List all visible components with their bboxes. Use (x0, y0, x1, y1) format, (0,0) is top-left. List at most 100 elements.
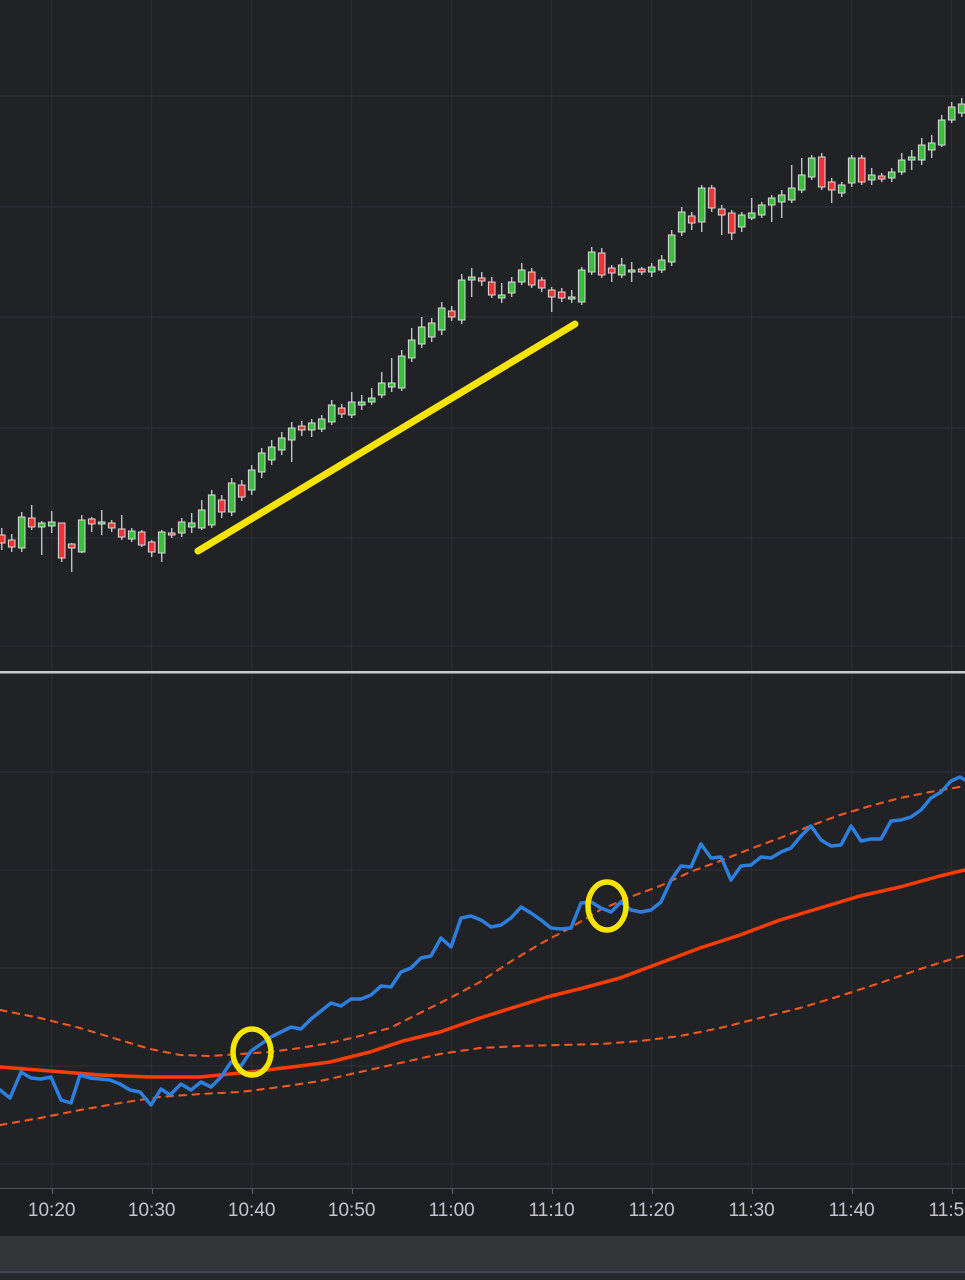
candle-body (907, 156, 916, 161)
candle-body (237, 484, 246, 498)
candle-body (157, 531, 166, 554)
candle-body (697, 187, 706, 223)
candle-body (67, 543, 76, 549)
time-label: 11:30 (728, 1200, 775, 1221)
candle-body (97, 521, 106, 525)
candle-body (147, 541, 156, 553)
candle-body (847, 157, 856, 184)
time-axis-tick (251, 1189, 253, 1194)
candle-body (247, 469, 256, 491)
time-label: 11:40 (828, 1200, 875, 1221)
candle-body (277, 437, 286, 451)
candle-body (867, 174, 876, 181)
time-axis[interactable]: 10:20 10:30 10:40 10:50 11:00 11:10 11:2… (0, 1188, 965, 1236)
candle-body (937, 119, 946, 146)
candle-body (87, 518, 96, 525)
candle-body (667, 234, 676, 263)
candle-body (727, 212, 736, 234)
candle-body (587, 251, 596, 273)
candle-body (0, 534, 6, 544)
time-axis-tick (151, 1189, 153, 1194)
candle-body (307, 422, 316, 431)
candle-body (457, 279, 466, 321)
candle-body (167, 532, 176, 536)
candle-body (737, 214, 746, 228)
time-axis-tick (451, 1189, 453, 1194)
chart-background (0, 0, 965, 1188)
candle-body (57, 522, 66, 559)
candle-body (537, 279, 546, 289)
candle-body (287, 427, 296, 441)
candle-body (827, 181, 836, 191)
candle-body (47, 521, 56, 527)
candle-body (707, 187, 716, 209)
candle-body (497, 294, 506, 299)
candle-body (817, 156, 826, 188)
candle-body (387, 382, 396, 388)
time-label: 10:40 (227, 1200, 276, 1221)
time-axis-tick (551, 1189, 553, 1194)
time-axis-tick (351, 1189, 353, 1194)
candle-body (517, 269, 526, 283)
time-label: 10:50 (327, 1200, 376, 1221)
candle-body (187, 522, 196, 528)
candle-body (657, 259, 666, 271)
fast-line-series (0, 775, 965, 1107)
candle-body (767, 197, 776, 206)
candle-body (597, 252, 606, 276)
candle-body (257, 452, 266, 473)
candle-body (637, 268, 646, 273)
circle-annotation[interactable] (230, 1026, 274, 1078)
candle-body (77, 519, 86, 553)
candle-body (527, 271, 536, 286)
candle-body (357, 401, 366, 406)
basis-line-series (0, 868, 965, 1079)
candle-body (577, 269, 586, 303)
trendline-drawing[interactable] (194, 320, 579, 555)
indicator-series (0, 775, 965, 1126)
pane-separator[interactable] (0, 671, 965, 674)
candle-body (117, 528, 126, 538)
candle-body (367, 397, 376, 403)
candle-body (647, 266, 656, 273)
candle-body (487, 281, 496, 296)
candle-body (347, 401, 356, 416)
candle-body (627, 269, 636, 273)
candle-body (137, 531, 146, 546)
candle-body (297, 425, 306, 431)
bottom-status-strip (0, 1271, 965, 1280)
time-label: 10:20 (27, 1200, 76, 1221)
candle-body (787, 187, 796, 201)
circle-annotation[interactable] (585, 879, 629, 933)
time-axis-tick (951, 1189, 953, 1194)
candle-body (227, 482, 236, 513)
candle-body (417, 326, 426, 345)
candle-body (317, 418, 326, 430)
time-label: 11:10 (528, 1200, 575, 1221)
candle-body (217, 499, 226, 513)
candle-body (607, 267, 616, 274)
time-label: 11:20 (628, 1200, 675, 1221)
candle-body (877, 175, 886, 180)
candle-body (377, 382, 386, 396)
candle-body (797, 174, 806, 191)
candle-body (397, 355, 406, 389)
candle-body (747, 212, 756, 219)
candle-body (717, 208, 726, 216)
candle-body (177, 521, 186, 534)
candle-body (547, 289, 556, 298)
candle-body (107, 522, 116, 529)
candle-body (207, 494, 216, 526)
candle-body (617, 264, 626, 276)
candle-body (267, 446, 276, 461)
candle-body (447, 310, 456, 318)
candle-body (27, 517, 36, 528)
candle-body (467, 276, 476, 281)
candle-body (427, 322, 436, 338)
chart-surface[interactable] (0, 0, 965, 1188)
time-axis-tick (851, 1189, 853, 1194)
time-label: 10:30 (127, 1200, 176, 1221)
candle-body (37, 522, 46, 528)
bottom-toolbar (0, 1236, 965, 1271)
candle-body (677, 211, 686, 233)
